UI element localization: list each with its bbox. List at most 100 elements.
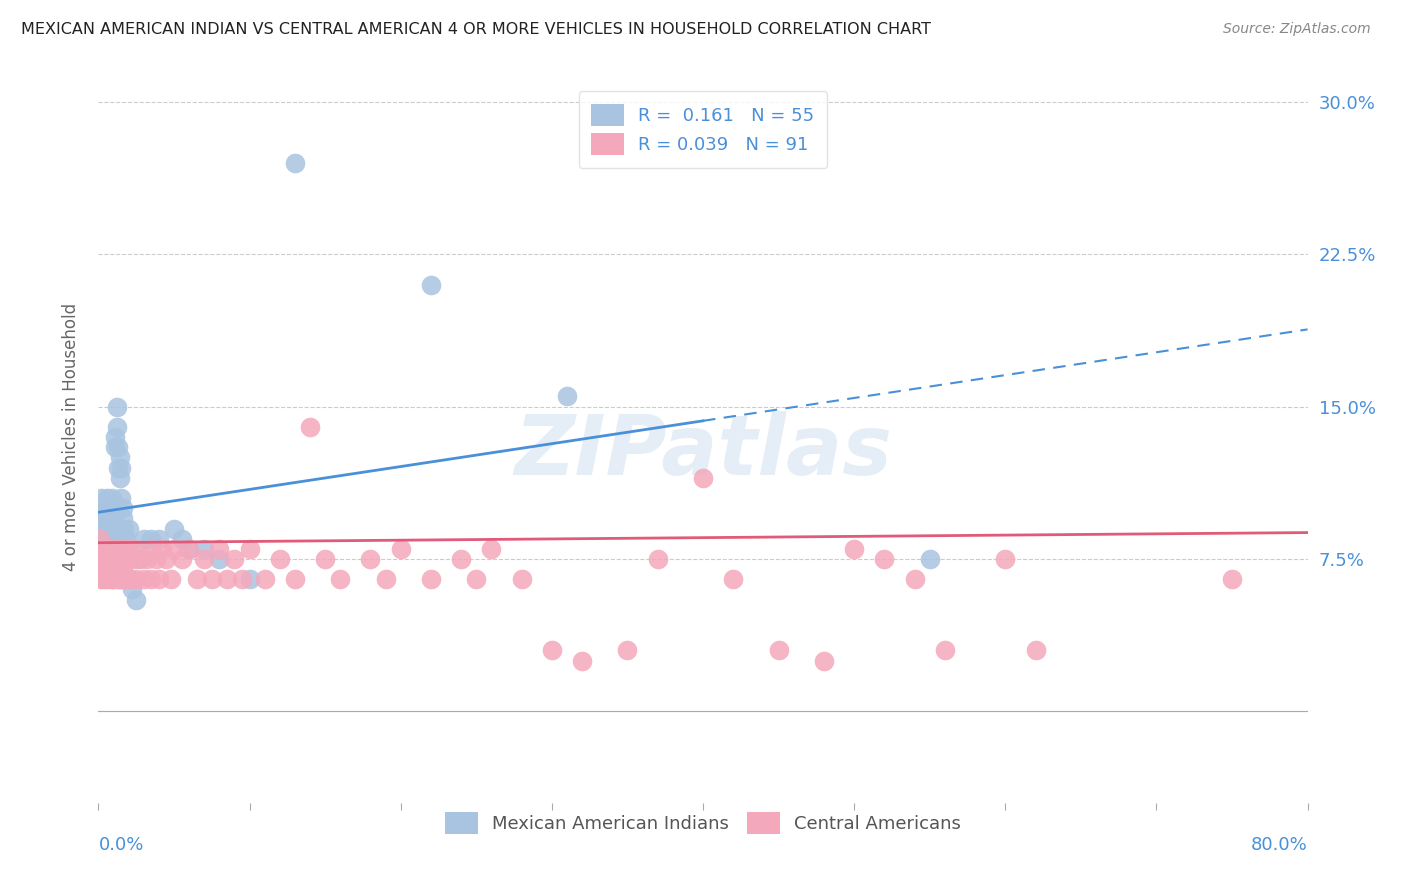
Point: [299, 420, 322, 434]
Point: [104, 562, 127, 576]
Text: 0.0%: 0.0%: [98, 836, 143, 854]
Point: [103, 572, 125, 586]
Point: [98, 532, 121, 546]
Point: [141, 572, 163, 586]
Point: [284, 572, 307, 586]
Point: [150, 541, 173, 556]
Point: [193, 552, 215, 566]
Point: [105, 541, 128, 556]
Point: [284, 155, 307, 169]
Point: [918, 552, 941, 566]
Point: [112, 532, 135, 546]
Text: 80.0%: 80.0%: [1251, 836, 1308, 854]
Point: [93, 501, 115, 516]
Legend: Mexican American Indians, Central Americans: Mexican American Indians, Central Americ…: [437, 805, 969, 841]
Point: [96, 491, 118, 505]
Point: [114, 552, 136, 566]
Point: [934, 643, 956, 657]
Point: [110, 572, 132, 586]
Text: ZIPatlas: ZIPatlas: [515, 411, 891, 492]
Point: [110, 460, 132, 475]
Point: [420, 572, 443, 586]
Point: [239, 541, 262, 556]
Point: [141, 532, 163, 546]
Point: [616, 643, 638, 657]
Point: [224, 552, 246, 566]
Point: [481, 541, 503, 556]
Point: [145, 552, 167, 566]
Point: [110, 552, 132, 566]
Point: [193, 541, 215, 556]
Point: [118, 572, 141, 586]
Point: [1220, 572, 1243, 586]
Point: [155, 552, 177, 566]
Point: [127, 552, 149, 566]
Point: [110, 491, 132, 505]
Point: [91, 501, 114, 516]
Point: [90, 552, 112, 566]
Point: [118, 521, 141, 535]
Point: [94, 562, 117, 576]
Point: [101, 491, 124, 505]
Point: [540, 643, 562, 657]
Point: [253, 572, 276, 586]
Point: [114, 532, 136, 546]
Point: [186, 572, 208, 586]
Point: [129, 552, 152, 566]
Point: [163, 521, 186, 535]
Point: [112, 572, 135, 586]
Point: [93, 572, 115, 586]
Point: [98, 541, 121, 556]
Point: [114, 541, 136, 556]
Point: [108, 572, 131, 586]
Point: [692, 471, 714, 485]
Point: [107, 460, 129, 475]
Point: [420, 277, 443, 292]
Point: [112, 552, 135, 566]
Point: [208, 552, 231, 566]
Point: [647, 552, 669, 566]
Point: [120, 572, 142, 586]
Point: [215, 572, 238, 586]
Point: [96, 521, 118, 535]
Point: [89, 532, 111, 546]
Point: [125, 592, 148, 607]
Point: [105, 552, 128, 566]
Point: [132, 532, 155, 546]
Point: [98, 501, 121, 516]
Point: [103, 511, 125, 525]
Point: [100, 541, 122, 556]
Text: Source: ZipAtlas.com: Source: ZipAtlas.com: [1223, 22, 1371, 37]
Point: [571, 654, 593, 668]
Point: [115, 552, 138, 566]
Point: [104, 552, 127, 566]
Point: [101, 572, 124, 586]
Point: [360, 552, 382, 566]
Point: [125, 572, 148, 586]
Point: [101, 552, 124, 566]
Point: [104, 440, 127, 454]
Point: [94, 511, 117, 525]
Point: [125, 541, 148, 556]
Point: [208, 541, 231, 556]
Point: [108, 450, 131, 465]
Point: [90, 572, 112, 586]
Point: [111, 501, 134, 516]
Point: [105, 400, 128, 414]
Point: [873, 552, 896, 566]
Point: [100, 521, 122, 535]
Point: [132, 572, 155, 586]
Point: [510, 572, 533, 586]
Point: [93, 552, 115, 566]
Point: [91, 541, 114, 556]
Point: [768, 643, 790, 657]
Point: [389, 541, 412, 556]
Point: [107, 440, 129, 454]
Point: [374, 572, 396, 586]
Point: [118, 541, 141, 556]
Point: [555, 389, 578, 403]
Point: [105, 420, 128, 434]
Point: [111, 541, 134, 556]
Point: [450, 552, 472, 566]
Point: [96, 552, 118, 566]
